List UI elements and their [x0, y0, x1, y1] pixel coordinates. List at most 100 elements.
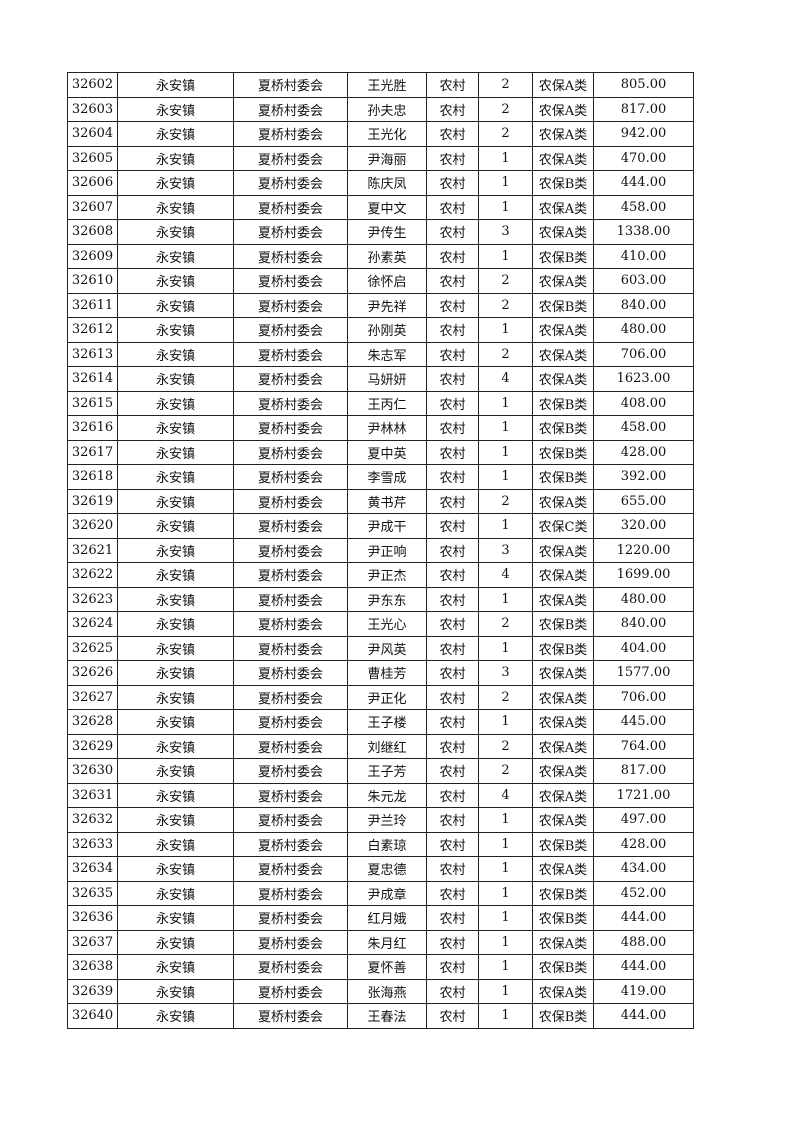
table-row: 32627 永安镇 夏桥村委会 尹正化 农村 2 农保A类 706.00	[67, 684, 694, 710]
table-row: 32626 永安镇 夏桥村委会 曹桂芳 农村 3 农保A类 1577.00	[67, 660, 694, 686]
cell-insurance-category: 农保B类	[532, 243, 594, 269]
cell-family-size: 2	[478, 733, 533, 759]
cell-amount: 444.00	[593, 170, 694, 196]
table-row: 32602 永安镇 夏桥村委会 王光胜 农村 2 农保A类 805.00	[67, 72, 694, 98]
cell-village-committee: 夏桥村委会	[233, 929, 348, 955]
table-row: 32624 永安镇 夏桥村委会 王光心 农村 2 农保B类 840.00	[67, 611, 694, 637]
cell-insurance-category: 农保B类	[532, 954, 594, 980]
cell-name: 夏中英	[347, 439, 427, 465]
cell-record-id: 32612	[67, 317, 118, 343]
cell-village-committee: 夏桥村委会	[233, 709, 348, 735]
cell-family-size: 2	[478, 96, 533, 122]
table-row: 32611 永安镇 夏桥村委会 尹先祥 农村 2 农保B类 840.00	[67, 292, 694, 318]
cell-family-size: 2	[478, 488, 533, 514]
cell-family-size: 1	[478, 170, 533, 196]
cell-family-size: 2	[478, 611, 533, 637]
table-row: 32635 永安镇 夏桥村委会 尹成章 农村 1 农保B类 452.00	[67, 880, 694, 906]
cell-amount: 444.00	[593, 905, 694, 931]
cell-village-committee: 夏桥村委会	[233, 121, 348, 147]
cell-insurance-category: 农保A类	[532, 219, 594, 245]
cell-town: 永安镇	[117, 219, 234, 245]
cell-amount: 428.00	[593, 831, 694, 857]
cell-insurance-category: 农保A类	[532, 145, 594, 171]
cell-village-committee: 夏桥村委会	[233, 954, 348, 980]
table-row: 32604 永安镇 夏桥村委会 王光化 农村 2 农保A类 942.00	[67, 121, 694, 147]
cell-record-id: 32615	[67, 390, 118, 416]
cell-amount: 392.00	[593, 464, 694, 490]
cell-household-type: 农村	[426, 121, 479, 147]
cell-name: 尹传生	[347, 219, 427, 245]
table-row: 32625 永安镇 夏桥村委会 尹风英 农村 1 农保B类 404.00	[67, 635, 694, 661]
cell-name: 陈庆凤	[347, 170, 427, 196]
cell-name: 尹成干	[347, 513, 427, 539]
cell-household-type: 农村	[426, 660, 479, 686]
table-row: 32630 永安镇 夏桥村委会 王子芳 农村 2 农保A类 817.00	[67, 758, 694, 784]
cell-town: 永安镇	[117, 635, 234, 661]
cell-insurance-category: 农保B类	[532, 439, 594, 465]
cell-name: 朱志军	[347, 341, 427, 367]
table-body: 32602 永安镇 夏桥村委会 王光胜 农村 2 农保A类 805.00 32603 永安镇 夏桥村…	[67, 72, 694, 1029]
cell-household-type: 农村	[426, 292, 479, 318]
cell-village-committee: 夏桥村委会	[233, 341, 348, 367]
cell-household-type: 农村	[426, 415, 479, 441]
cell-insurance-category: 农保A类	[532, 758, 594, 784]
cell-amount: 655.00	[593, 488, 694, 514]
cell-town: 永安镇	[117, 562, 234, 588]
cell-insurance-category: 农保A类	[532, 684, 594, 710]
table-row: 32614 永安镇 夏桥村委会 马妍妍 农村 4 农保A类 1623.00	[67, 366, 694, 392]
cell-village-committee: 夏桥村委会	[233, 513, 348, 539]
cell-insurance-category: 农保A类	[532, 929, 594, 955]
cell-record-id: 32614	[67, 366, 118, 392]
cell-record-id: 32623	[67, 586, 118, 612]
cell-amount: 840.00	[593, 292, 694, 318]
cell-family-size: 1	[478, 978, 533, 1004]
cell-record-id: 32602	[67, 72, 118, 98]
cell-amount: 458.00	[593, 194, 694, 220]
cell-family-size: 2	[478, 292, 533, 318]
cell-insurance-category: 农保A类	[532, 268, 594, 294]
cell-village-committee: 夏桥村委会	[233, 219, 348, 245]
cell-amount: 805.00	[593, 72, 694, 98]
cell-household-type: 农村	[426, 684, 479, 710]
table-row: 32615 永安镇 夏桥村委会 王丙仁 农村 1 农保B类 408.00	[67, 390, 694, 416]
cell-record-id: 32613	[67, 341, 118, 367]
cell-name: 王丙仁	[347, 390, 427, 416]
cell-family-size: 2	[478, 268, 533, 294]
cell-family-size: 2	[478, 341, 533, 367]
cell-name: 李雪成	[347, 464, 427, 490]
cell-insurance-category: 农保A类	[532, 562, 594, 588]
cell-household-type: 农村	[426, 586, 479, 612]
cell-village-committee: 夏桥村委会	[233, 488, 348, 514]
cell-insurance-category: 农保A类	[532, 488, 594, 514]
cell-town: 永安镇	[117, 464, 234, 490]
cell-name: 尹兰玲	[347, 807, 427, 833]
cell-family-size: 1	[478, 317, 533, 343]
cell-name: 王春法	[347, 1003, 427, 1029]
cell-village-committee: 夏桥村委会	[233, 96, 348, 122]
cell-family-size: 3	[478, 219, 533, 245]
cell-town: 永安镇	[117, 341, 234, 367]
cell-family-size: 3	[478, 537, 533, 563]
cell-insurance-category: 农保B类	[532, 635, 594, 661]
cell-insurance-category: 农保C类	[532, 513, 594, 539]
cell-town: 永安镇	[117, 831, 234, 857]
table-row: 32631 永安镇 夏桥村委会 朱元龙 农村 4 农保A类 1721.00	[67, 782, 694, 808]
cell-family-size: 1	[478, 880, 533, 906]
cell-name: 夏忠德	[347, 856, 427, 882]
cell-household-type: 农村	[426, 390, 479, 416]
cell-town: 永安镇	[117, 856, 234, 882]
cell-family-size: 4	[478, 366, 533, 392]
cell-family-size: 2	[478, 684, 533, 710]
cell-town: 永安镇	[117, 782, 234, 808]
cell-household-type: 农村	[426, 464, 479, 490]
table-row: 32623 永安镇 夏桥村委会 尹东东 农村 1 农保A类 480.00	[67, 586, 694, 612]
cell-family-size: 1	[478, 243, 533, 269]
cell-household-type: 农村	[426, 733, 479, 759]
cell-insurance-category: 农保A类	[532, 856, 594, 882]
cell-amount: 480.00	[593, 317, 694, 343]
table-row: 32618 永安镇 夏桥村委会 李雪成 农村 1 农保B类 392.00	[67, 464, 694, 490]
cell-town: 永安镇	[117, 317, 234, 343]
cell-village-committee: 夏桥村委会	[233, 415, 348, 441]
cell-record-id: 32638	[67, 954, 118, 980]
cell-amount: 444.00	[593, 1003, 694, 1029]
